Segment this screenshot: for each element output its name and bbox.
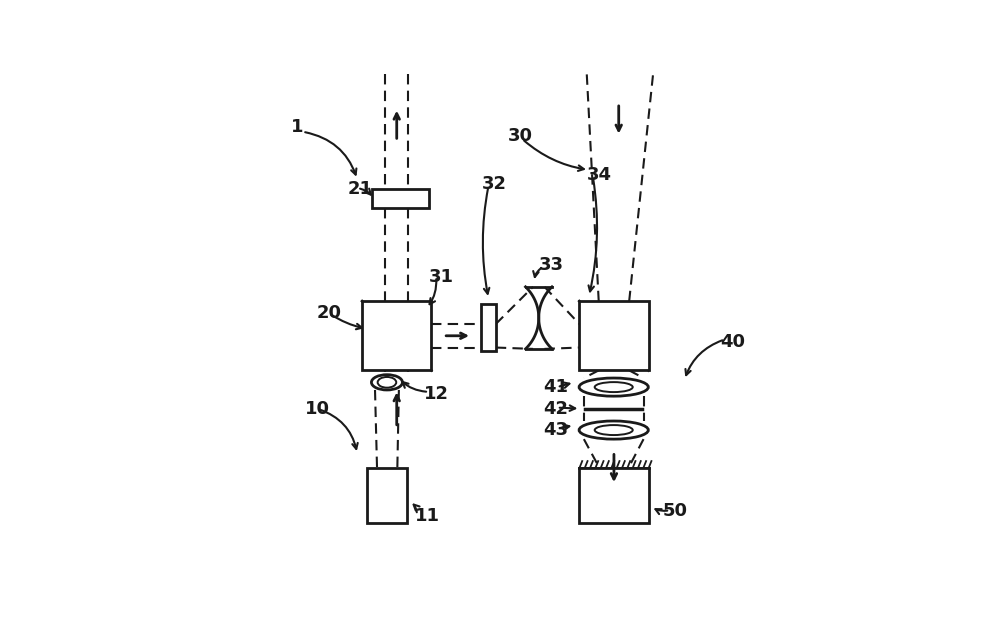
Text: 42: 42 bbox=[544, 399, 569, 418]
Bar bbox=[579, 301, 649, 370]
Text: 10: 10 bbox=[305, 399, 330, 418]
Text: 1: 1 bbox=[291, 118, 303, 136]
Text: 40: 40 bbox=[720, 333, 745, 351]
Text: 21: 21 bbox=[348, 180, 373, 198]
Ellipse shape bbox=[371, 374, 402, 390]
Text: 31: 31 bbox=[429, 268, 454, 286]
Ellipse shape bbox=[579, 378, 648, 396]
Text: 34: 34 bbox=[586, 166, 611, 184]
Text: 11: 11 bbox=[415, 507, 440, 525]
Text: 12: 12 bbox=[424, 385, 449, 403]
Text: 43: 43 bbox=[544, 421, 569, 439]
Text: 32: 32 bbox=[481, 175, 506, 193]
Ellipse shape bbox=[579, 421, 648, 439]
Bar bbox=[362, 301, 431, 370]
Text: 30: 30 bbox=[508, 128, 533, 146]
Text: 50: 50 bbox=[663, 502, 688, 520]
Ellipse shape bbox=[595, 425, 633, 435]
Text: 20: 20 bbox=[317, 304, 342, 322]
Ellipse shape bbox=[378, 377, 396, 388]
Text: 33: 33 bbox=[539, 256, 564, 275]
Bar bbox=[579, 468, 649, 523]
Ellipse shape bbox=[595, 382, 633, 392]
Bar bbox=[481, 304, 496, 352]
Bar bbox=[372, 189, 429, 208]
Text: 41: 41 bbox=[544, 378, 569, 396]
Bar bbox=[367, 468, 407, 523]
